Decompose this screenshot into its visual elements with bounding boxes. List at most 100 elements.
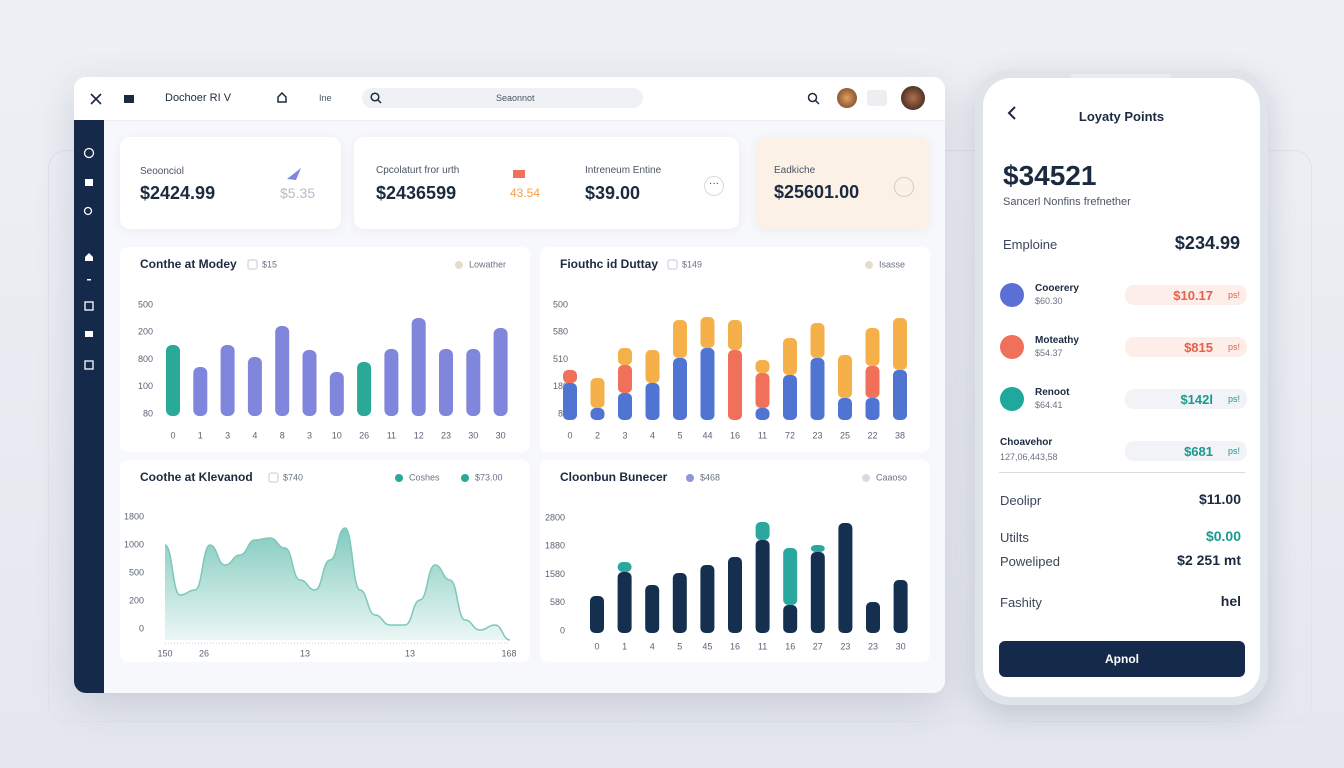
bar-segment — [865, 398, 880, 420]
x-tick-label: 5 — [677, 430, 682, 440]
bar-segment — [673, 320, 687, 358]
stat-label: Seoonciol — [140, 166, 184, 177]
legend-label: $15 — [262, 259, 277, 269]
bar-segment — [618, 365, 632, 393]
balance-value: $234.99 — [1174, 233, 1240, 253]
x-tick-label: 16 — [730, 430, 740, 440]
x-tick-label: 8 — [280, 430, 285, 440]
apply-button[interactable]: Apnol — [999, 641, 1245, 677]
back-icon[interactable] — [1007, 106, 1017, 120]
row-label: Poweliped — [1000, 554, 1060, 569]
bar — [493, 328, 508, 416]
item-pill: $815 ps! — [1125, 337, 1247, 357]
bar-segment — [865, 328, 880, 366]
phone-title: Loyaty Points — [1078, 109, 1165, 124]
item-sub: $54.37 — [1035, 348, 1063, 358]
profile-avatar[interactable] — [901, 86, 925, 110]
legend-swatch — [455, 261, 463, 269]
stat-label: Intreneum Entine — [585, 165, 662, 176]
legend-label: $468 — [700, 472, 720, 482]
bar-segment — [645, 350, 660, 383]
x-tick-label: 0 — [567, 430, 572, 440]
item-pill: $681 ps! — [1125, 441, 1247, 461]
x-tick-label: 4 — [252, 430, 257, 440]
bar-segment — [893, 318, 907, 370]
x-tick-label: 12 — [414, 430, 424, 440]
y-axis-label: 500 — [553, 299, 568, 309]
chart-panel: Coothe at Klevanod $740 Coshes $73.00 1800 10… — [120, 460, 530, 662]
close-icon[interactable] — [90, 93, 102, 105]
x-tick-label: 11 — [758, 641, 767, 651]
bar-segment — [617, 562, 632, 572]
badge[interactable] — [867, 90, 887, 106]
legend-swatch — [268, 472, 279, 483]
x-tick-label: 4 — [650, 641, 655, 651]
bar-segment — [866, 602, 880, 633]
bar-segment — [672, 573, 687, 633]
divider — [999, 472, 1245, 473]
bar-segment — [645, 585, 660, 633]
item-amount: $142l — [1180, 392, 1213, 407]
bar — [302, 350, 317, 416]
x-tick-label: 11 — [758, 430, 767, 440]
bar — [357, 362, 372, 416]
balance-label: Emploine — [1003, 237, 1058, 252]
search-icon — [370, 92, 382, 104]
y-axis-label: 800 — [138, 354, 153, 364]
legend-swatch — [247, 259, 258, 270]
folder-icon[interactable] — [124, 93, 134, 103]
search-placeholder: Seaonnot — [496, 93, 535, 103]
item-amount: $10.17 — [1173, 288, 1213, 303]
home-icon[interactable] — [277, 92, 287, 103]
y-axis-label: 0 — [139, 623, 144, 633]
item-amount: $681 — [1184, 444, 1213, 459]
chart-title: Cloonbun Bunecer — [560, 470, 668, 484]
more-button[interactable]: ··· — [704, 176, 724, 196]
row-value: $2 251 mt — [1177, 552, 1241, 568]
bar-segment — [617, 572, 632, 633]
sidebar-icons[interactable] — [74, 120, 104, 380]
y-axis-label: 580 — [550, 597, 565, 607]
legend-swatch — [865, 261, 873, 269]
avatar[interactable] — [837, 88, 857, 108]
app-title: Dochoer RI V — [165, 92, 232, 104]
legend-label: $740 — [283, 472, 303, 482]
y-axis-label: 180 — [553, 381, 568, 391]
bar — [166, 345, 180, 416]
stat-card: Seoonciol $2424.99 $5.35 — [120, 137, 341, 229]
x-tick-label: 0 — [170, 430, 175, 440]
nav-item[interactable]: Ine — [319, 93, 332, 103]
bar-segment — [563, 370, 577, 383]
item-dot — [1000, 283, 1024, 307]
legend-swatch — [461, 474, 469, 482]
points-value: $34521 — [1003, 160, 1097, 191]
legend-label: Caaoso — [876, 472, 907, 482]
bar — [466, 349, 481, 416]
bar-segment — [783, 605, 798, 633]
legend-label: Lowather — [469, 259, 506, 269]
area — [165, 528, 510, 640]
bar-segment — [618, 348, 632, 365]
bar — [384, 349, 399, 416]
legend-swatch — [862, 474, 870, 482]
phone: Loyaty Points $34521 Sancerl Nonfins fre… — [975, 70, 1268, 705]
x-tick-label: 13 — [300, 648, 310, 658]
chart-title: Conthe at Modey — [140, 257, 237, 271]
x-tick-label: 25 — [840, 430, 850, 440]
bar — [193, 367, 208, 416]
stat-value: $39.00 — [585, 183, 641, 203]
legend-label: $73.00 — [475, 472, 503, 482]
legend-label: $149 — [682, 259, 702, 269]
chart: Coothe at Klevanod $740 Coshes $73.00 1800 10… — [124, 470, 517, 658]
info-button[interactable] — [894, 177, 914, 197]
x-tick-label: 23 — [812, 430, 822, 440]
bar — [439, 349, 453, 416]
search-box[interactable]: Seaonnot — [362, 88, 643, 108]
legend-swatch — [686, 474, 694, 482]
bar-segment — [728, 557, 742, 633]
bar — [411, 318, 426, 416]
legend-swatch — [667, 259, 678, 270]
search-button[interactable] — [807, 92, 820, 105]
stat-icon — [287, 168, 301, 180]
